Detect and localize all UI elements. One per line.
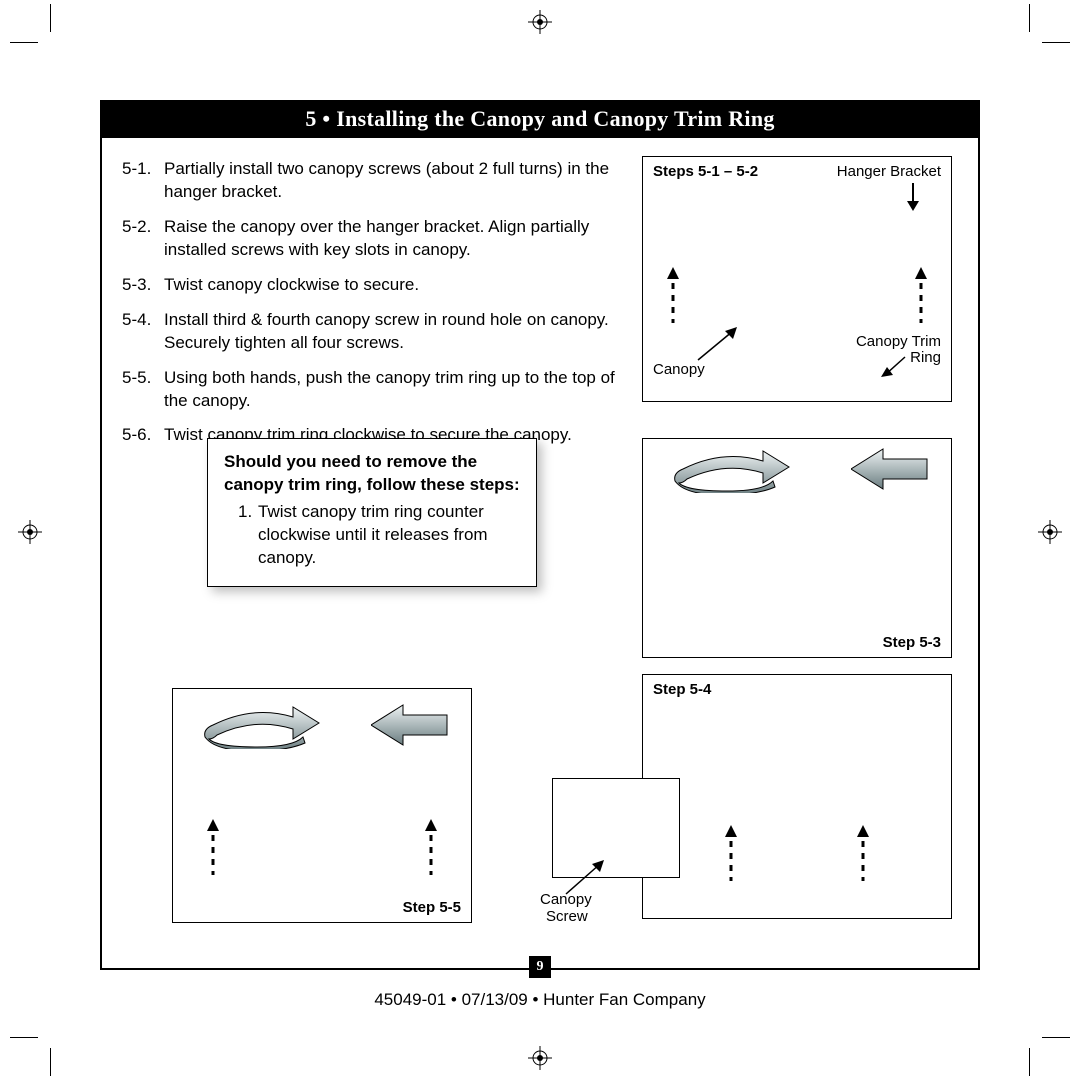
figure-caption: Steps 5-1 – 5-2 (653, 163, 758, 180)
label-hanger-bracket: Hanger Bracket (837, 163, 941, 180)
step-item: 5-5.Using both hands, push the canopy tr… (122, 367, 630, 413)
registration-mark-top (528, 10, 552, 34)
figure-caption: Step 5-3 (883, 634, 941, 651)
rotate-arrow-icon (193, 703, 323, 749)
removal-note-box: Should you need to remove the canopy tri… (207, 438, 537, 587)
arrow-up-dashed-icon (855, 825, 871, 885)
arrow-left-3d-icon (851, 447, 931, 491)
registration-mark-left (18, 520, 42, 544)
arrow-up-dashed-icon (723, 825, 739, 885)
callout-arrow-icon (879, 355, 909, 379)
label-ring: Ring (910, 349, 941, 366)
label-canopy-trim: Canopy Trim (856, 333, 941, 350)
section-title: 5 • Installing the Canopy and Canopy Tri… (102, 102, 978, 138)
figure-step-5-5: Step 5-5 (172, 688, 472, 923)
step-item: 5-1.Partially install two canopy screws … (122, 158, 630, 204)
registration-mark-bottom (528, 1046, 552, 1070)
figure-caption: Step 5-5 (403, 899, 461, 916)
callout-arrow-icon (693, 325, 743, 365)
step-item: 5-2.Raise the canopy over the hanger bra… (122, 216, 630, 262)
registration-mark-right (1038, 520, 1062, 544)
arrow-up-dashed-icon (423, 819, 439, 879)
step-item: 5-3.Twist canopy clockwise to secure. (122, 274, 630, 297)
page-number: 9 (529, 956, 551, 978)
arrow-up-dashed-icon (913, 267, 929, 327)
figure-step-5-4: Step 5-4 (642, 674, 952, 919)
callout-arrow-icon (562, 858, 608, 898)
figure-steps-5-1-5-2: Steps 5-1 – 5-2 Hanger Bracket Canopy Ca… (642, 156, 952, 402)
note-step: 1. Twist canopy trim ring counter clockw… (224, 501, 520, 570)
steps-list: 5-1.Partially install two canopy screws … (122, 158, 630, 459)
arrow-down-icon (903, 183, 923, 213)
arrow-up-dashed-icon (665, 267, 681, 327)
page-footer: 45049-01 • 07/13/09 • Hunter Fan Company (0, 990, 1080, 1010)
note-title: Should you need to remove the canopy tri… (224, 451, 520, 497)
step-item: 5-4.Install third & fourth canopy screw … (122, 309, 630, 355)
rotate-arrow-icon (663, 447, 793, 493)
figure-caption: Step 5-4 (653, 681, 711, 698)
label-canopy: Canopy (653, 361, 705, 378)
label-canopy-screw: Screw (546, 908, 588, 925)
content-area: 5-1.Partially install two canopy screws … (102, 138, 978, 968)
page-frame: 5 • Installing the Canopy and Canopy Tri… (100, 100, 980, 970)
figure-step-5-3: Step 5-3 (642, 438, 952, 658)
arrow-left-3d-icon (371, 703, 451, 747)
arrow-up-dashed-icon (205, 819, 221, 879)
